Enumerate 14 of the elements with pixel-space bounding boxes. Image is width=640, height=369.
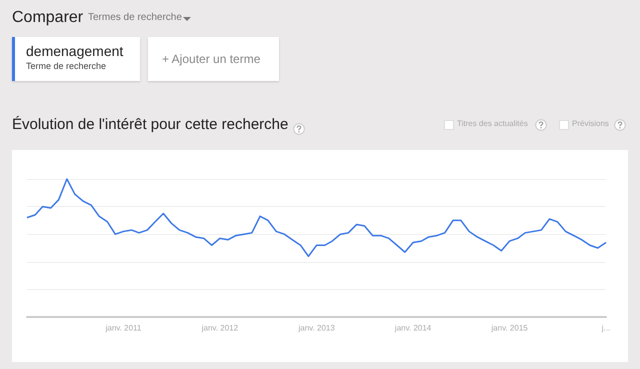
text: demenagement <box>26 43 124 59</box>
text: + Ajouter un terme <box>162 52 260 66</box>
x-tick-label: janv. 2013 <box>297 324 336 332</box>
x-tick-label: janv. 2011 <box>104 324 142 332</box>
x-tick-label: janv. 2012 <box>200 324 239 332</box>
text: Comparer <box>12 9 84 27</box>
text: Terme de recherche <box>26 61 106 71</box>
chart-title: Évolution de l'intérêt pour cette recherche <box>12 116 288 133</box>
text: Titres des actualités <box>457 119 528 128</box>
x-tick-label: janv. 2015 <box>490 324 528 332</box>
x-tick-label: j... <box>600 324 610 332</box>
text: Termes de recherche <box>88 12 182 23</box>
x-tick-label: janv. 2014 <box>394 324 432 332</box>
text: Prévisions <box>572 119 609 128</box>
